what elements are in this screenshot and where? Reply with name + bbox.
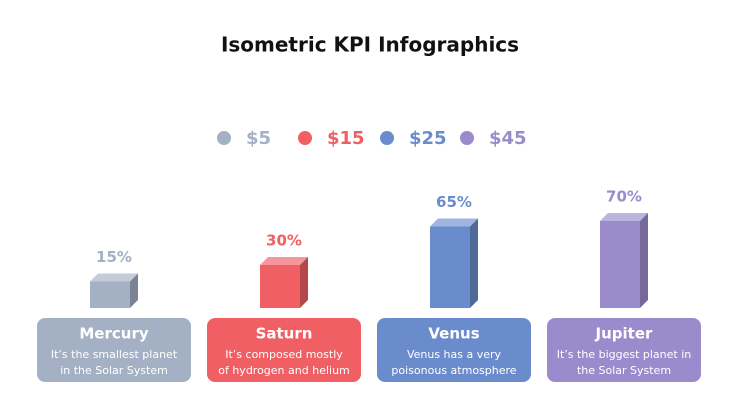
bar [600, 221, 640, 308]
card-title: Jupiter [595, 325, 653, 343]
bar [90, 281, 130, 308]
bar-side [640, 213, 648, 308]
legend-label: $25 [409, 128, 447, 149]
legend-label: $5 [246, 128, 271, 149]
card-description: in the Solar System [60, 364, 168, 377]
value-label: 30% [266, 232, 302, 250]
bar [430, 226, 470, 308]
card [547, 318, 701, 382]
legend-dot [380, 131, 394, 145]
card-description: It’s the smallest planet [51, 348, 178, 361]
card-title: Mercury [79, 325, 148, 343]
bar-top [260, 257, 308, 265]
card-description: of hydrogen and helium [218, 364, 350, 377]
bar-top [90, 273, 138, 282]
card-description: the Solar System [577, 364, 671, 377]
legend-label: $45 [489, 128, 527, 149]
legend-dot [298, 131, 312, 145]
card-description: Venus has a very [407, 348, 502, 361]
card-description: It’s composed mostly [225, 348, 343, 361]
card-description: It’s the biggest planet in [557, 348, 692, 361]
value-label: 70% [606, 188, 642, 206]
card [377, 318, 531, 382]
bar [260, 265, 300, 308]
bar-top [430, 218, 478, 227]
legend-dot [460, 131, 474, 145]
bar-side [470, 218, 478, 308]
chart-title: Isometric KPI Infographics [221, 33, 519, 57]
value-label: 15% [96, 248, 132, 266]
bar-top [600, 213, 648, 221]
card-description: poisonous atmosphere [391, 364, 516, 377]
card-title: Saturn [256, 325, 313, 343]
bar-side [300, 257, 308, 308]
bar-side [130, 273, 138, 308]
legend-label: $15 [327, 128, 365, 149]
card [37, 318, 191, 382]
card-title: Venus [428, 325, 479, 343]
card [207, 318, 361, 382]
value-label: 65% [436, 193, 472, 211]
legend-dot [217, 131, 231, 145]
